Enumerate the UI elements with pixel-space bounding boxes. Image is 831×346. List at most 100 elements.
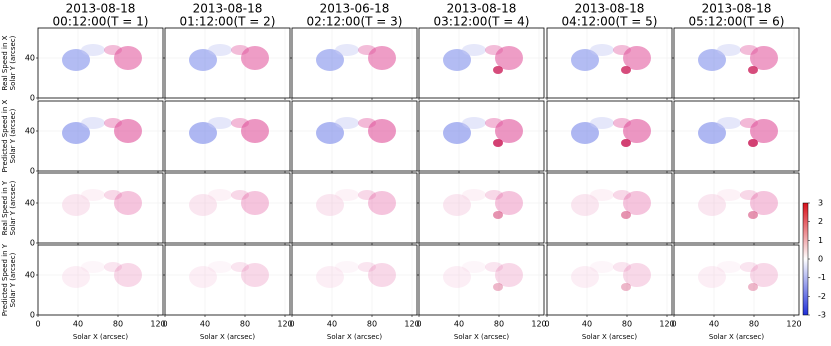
region-blob: [571, 194, 599, 216]
region-blob: [748, 139, 758, 147]
panel-frame: [291, 244, 418, 316]
x-tick-label: 80: [367, 320, 377, 329]
panel-frame: [418, 27, 545, 99]
colorbar-tick-label: 2: [818, 217, 823, 226]
panel-frame: [37, 172, 164, 244]
panel-frame: [164, 172, 291, 244]
region-blob: [623, 263, 651, 287]
region-blob: [316, 49, 344, 71]
x-axis-label: Solar X (arcsec): [709, 333, 764, 341]
region-blob: [750, 46, 778, 70]
region-blob: [104, 190, 122, 200]
region-blob: [623, 46, 651, 70]
region-blob: [571, 122, 599, 144]
region-blob: [316, 266, 344, 288]
x-tick-label: 80: [749, 320, 759, 329]
region-blob: [231, 262, 249, 272]
panel-frame: [291, 172, 418, 244]
region-blob: [485, 45, 503, 55]
region-blob: [231, 190, 249, 200]
panel-frame: [546, 100, 673, 172]
region-blob: [462, 189, 486, 201]
y-axis-label: Solar Y (arcsec): [9, 180, 17, 235]
region-blob: [621, 66, 631, 74]
panel-frame: [37, 244, 164, 316]
panel-frame: [164, 100, 291, 172]
panel-frame: [418, 244, 545, 316]
panel: [545, 172, 673, 245]
panel-frame: [418, 172, 545, 244]
region-blob: [368, 46, 396, 70]
colorbar-tick-label: -3: [818, 311, 826, 320]
region-blob: [485, 190, 503, 200]
region-blob: [335, 189, 359, 201]
panel-bg: [419, 28, 544, 98]
panel-frame: [546, 27, 673, 99]
column-time: 03:12:00(T = 4): [434, 15, 530, 29]
panel: [417, 100, 545, 173]
y-axis-label: Solar Y (arcsec): [9, 252, 17, 307]
region-blob: [613, 262, 631, 272]
region-blob: [613, 190, 631, 200]
x-tick-label: 120: [531, 320, 546, 329]
region-blob: [750, 191, 778, 215]
region-blob: [740, 190, 758, 200]
panel-bg: [674, 245, 799, 315]
region-blob: [590, 189, 614, 201]
region-blob: [358, 262, 376, 272]
region-blob: [81, 117, 105, 129]
panel: [163, 100, 291, 173]
panel-bg: [292, 173, 417, 243]
region-blob: [740, 262, 758, 272]
panel: [163, 172, 291, 245]
panel-bg: [419, 173, 544, 243]
panel-frame: [164, 27, 291, 99]
region-blob: [62, 194, 90, 216]
region-blob: [208, 44, 232, 56]
region-blob: [81, 261, 105, 273]
x-tick-label: 0: [35, 320, 40, 329]
panel-bg: [419, 245, 544, 315]
x-tick-label: 120: [404, 320, 419, 329]
column-date: 2013-08-18: [66, 2, 136, 16]
x-axis-label: Solar X (arcsec): [73, 333, 128, 341]
panel-frame: [291, 100, 418, 172]
panel: [672, 172, 800, 245]
x-axis-label: Solar X (arcsec): [327, 333, 382, 341]
panel-bg: [674, 173, 799, 243]
region-blob: [623, 191, 651, 215]
colorbar: [802, 202, 809, 316]
region-blob: [613, 45, 631, 55]
region-blob: [62, 266, 90, 288]
region-blob: [368, 263, 396, 287]
column-time: 02:12:00(T = 3): [307, 15, 403, 29]
colorbar-tick-label: 3: [818, 199, 823, 208]
region-blob: [189, 266, 217, 288]
region-blob: [590, 44, 614, 56]
panel-frame: [673, 244, 800, 316]
panel-bg: [292, 28, 417, 98]
y-axis-label: Solar Y (arcsec): [9, 108, 17, 163]
region-blob: [358, 190, 376, 200]
column-time: 01:12:00(T = 2): [180, 15, 276, 29]
region-blob: [621, 139, 631, 147]
y-tick-label: 0: [30, 311, 35, 320]
panel-bg: [165, 101, 290, 171]
region-blob: [613, 118, 631, 128]
x-tick-label: 40: [709, 320, 719, 329]
region-blob: [717, 261, 741, 273]
region-blob: [462, 117, 486, 129]
column-date: 2013-06-18: [320, 2, 390, 16]
panel-bg: [292, 245, 417, 315]
region-blob: [621, 283, 631, 291]
panel: [290, 244, 418, 317]
x-tick-label: 40: [327, 320, 337, 329]
region-blob: [493, 139, 503, 147]
region-blob: [189, 194, 217, 216]
panel-frame: [673, 27, 800, 99]
x-tick-label: 80: [622, 320, 632, 329]
panel-bg: [547, 101, 672, 171]
column-time: 00:12:00(T = 1): [53, 15, 149, 29]
region-blob: [485, 118, 503, 128]
